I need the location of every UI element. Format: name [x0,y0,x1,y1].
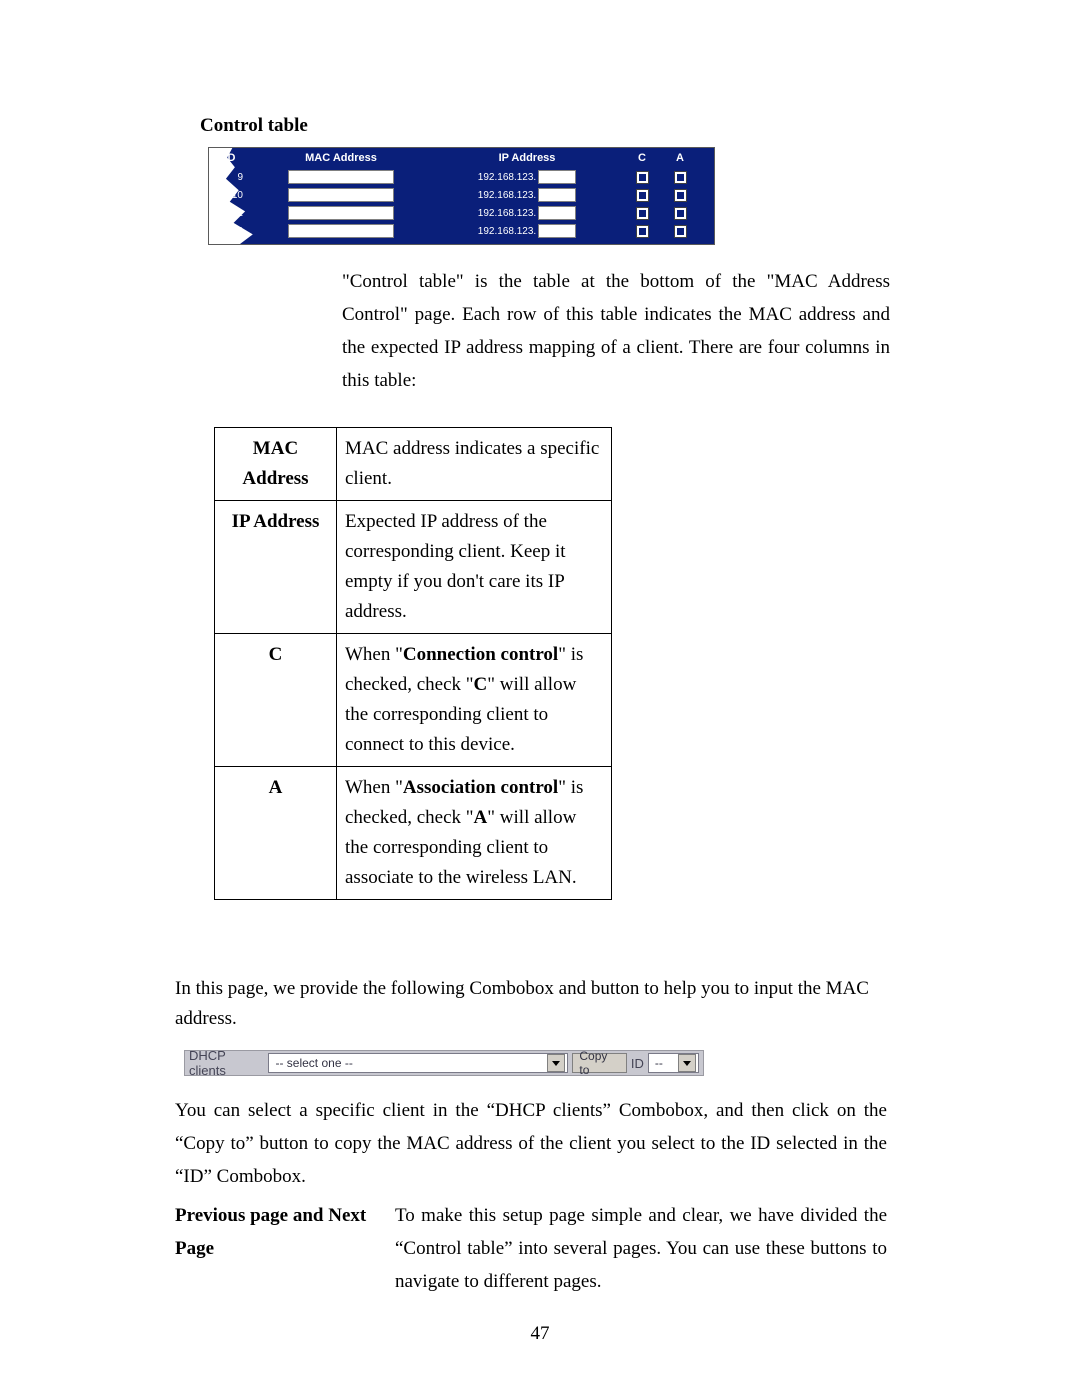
ip-prefix: 192.168.123. [478,172,536,183]
definition-value: When "Association control" is checked, c… [337,767,612,900]
page-number: 47 [0,1323,1080,1345]
a-checkbox[interactable] [674,207,687,220]
ip-prefix: 192.168.123. [478,208,536,219]
c-checkbox[interactable] [636,171,649,184]
c-checkbox[interactable] [636,225,649,238]
mac-input[interactable] [288,170,394,184]
ip-input[interactable] [538,206,576,220]
c-checkbox[interactable] [636,189,649,202]
header-ip: IP Address [431,152,623,164]
copy-to-button[interactable]: Copy to [572,1053,627,1073]
control-table-screenshot: ID MAC Address IP Address C A 9192.168.1… [208,147,715,245]
column-definitions-table: MAC AddressMAC address indicates a speci… [214,427,612,900]
control-table-row: 12192.168.123. [209,222,714,240]
dhcp-clients-select[interactable]: -- select one -- [268,1053,568,1073]
prev-next-label: Previous page and Next Page [175,1199,395,1298]
definition-row: CWhen "Connection control" is checked, c… [215,634,612,767]
id-label: ID [631,1056,644,1071]
prev-next-section: Previous page and Next Page To make this… [175,1199,887,1298]
header-mac: MAC Address [251,152,431,164]
copy-to-label: Copy to [579,1049,620,1077]
dropdown-arrow-icon [678,1054,696,1072]
control-table-row: 10192.168.123. [209,186,714,204]
combobox-explanation: You can select a specific client in the … [175,1094,887,1193]
definition-value: Expected IP address of the corresponding… [337,501,612,634]
definition-key: MAC Address [215,428,337,501]
dhcp-label: DHCP clients [189,1048,264,1078]
combobox-intro: In this page, we provide the following C… [175,974,887,1034]
c-checkbox[interactable] [636,207,649,220]
a-checkbox[interactable] [674,171,687,184]
control-table-header: ID MAC Address IP Address C A [209,148,714,168]
dhcp-select-value: -- select one -- [275,1056,352,1070]
header-c: C [623,152,661,164]
mac-input[interactable] [288,188,394,202]
definition-value: MAC address indicates a specific client. [337,428,612,501]
ip-input[interactable] [538,224,576,238]
definition-value: When "Connection control" is checked, ch… [337,634,612,767]
definition-row: MAC AddressMAC address indicates a speci… [215,428,612,501]
control-table-row: 9192.168.123. [209,168,714,186]
a-checkbox[interactable] [674,225,687,238]
mac-input[interactable] [288,206,394,220]
control-table-row: 11192.168.123. [209,204,714,222]
control-table-description: "Control table" is the table at the bott… [342,265,890,397]
id-select-value: -- [655,1056,663,1070]
id-select[interactable]: -- [648,1053,699,1073]
mac-input[interactable] [288,224,394,238]
definition-row: AWhen "Association control" is checked, … [215,767,612,900]
definition-key: IP Address [215,501,337,634]
definition-row: IP AddressExpected IP address of the cor… [215,501,612,634]
ip-prefix: 192.168.123. [478,190,536,201]
a-checkbox[interactable] [674,189,687,202]
definition-key: C [215,634,337,767]
prev-next-text: To make this setup page simple and clear… [395,1199,887,1298]
dropdown-arrow-icon [547,1054,565,1072]
header-a: A [661,152,699,164]
document-page: Control table ID MAC Address IP Address … [0,0,1080,1397]
ip-input[interactable] [538,170,576,184]
definition-key: A [215,767,337,900]
ip-prefix: 192.168.123. [478,226,536,237]
section-heading: Control table [200,115,887,137]
dhcp-combobox-screenshot: DHCP clients -- select one -- Copy to ID… [184,1050,704,1076]
ip-input[interactable] [538,188,576,202]
